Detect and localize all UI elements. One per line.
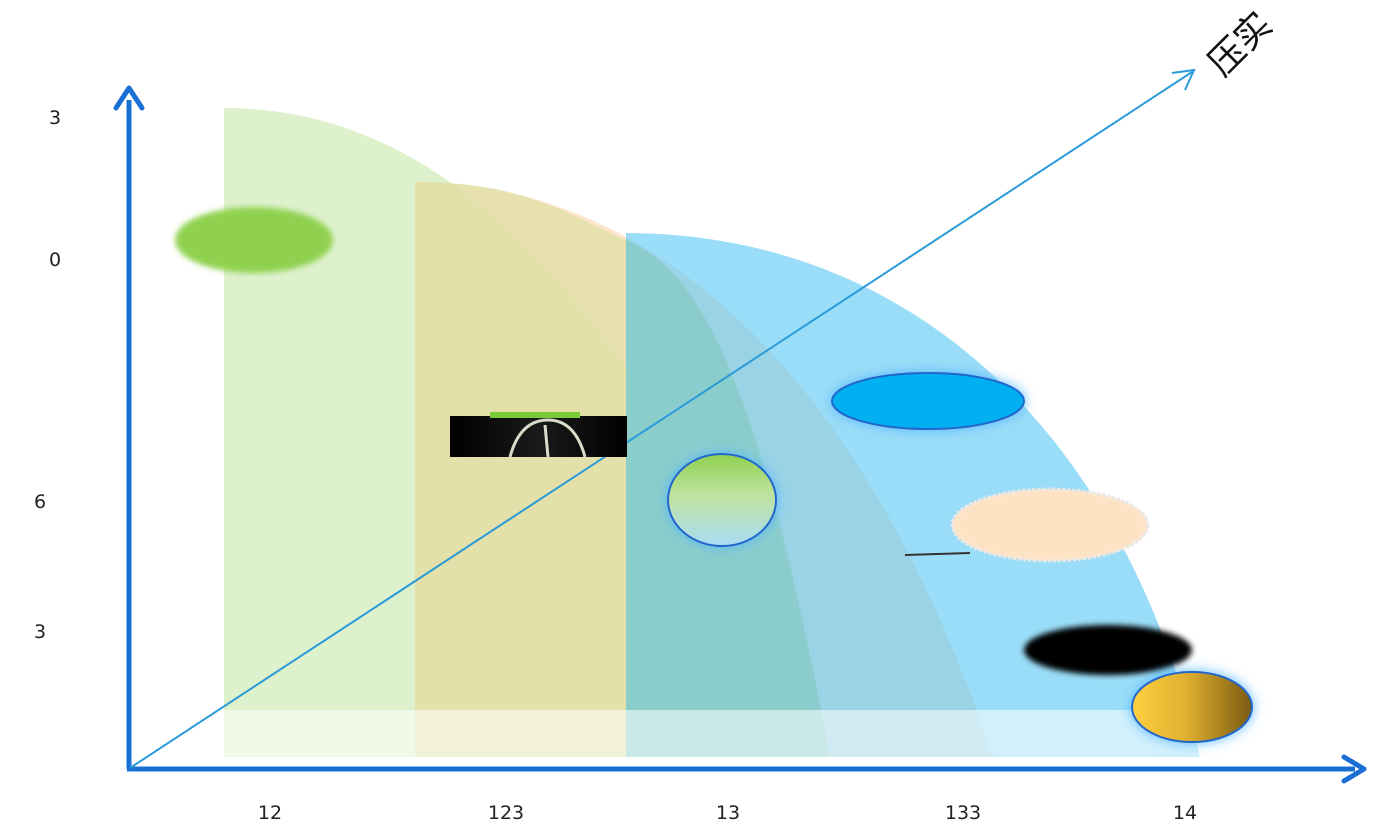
green-blue-circle bbox=[667, 453, 777, 547]
dark-bridge-image bbox=[450, 412, 627, 458]
y-axis-label: 3 bbox=[33, 621, 47, 643]
y-axis-label: 3 bbox=[48, 107, 62, 129]
x-axis-label: 13 bbox=[715, 802, 741, 824]
peach-ellipse bbox=[904, 487, 1150, 563]
green-ellipse bbox=[175, 207, 333, 273]
diagonal-arrow bbox=[129, 71, 1193, 769]
x-axis-label: 123 bbox=[487, 802, 525, 824]
y-axis-label: 0 bbox=[48, 249, 62, 271]
y-axis-arrowhead bbox=[113, 85, 145, 111]
x-axis-label: 12 bbox=[257, 802, 283, 824]
y-axis-label: 6 bbox=[33, 491, 47, 513]
blue-ellipse bbox=[831, 372, 1025, 430]
black-ellipse bbox=[1024, 625, 1192, 675]
diagonal-arrowhead bbox=[1171, 68, 1196, 91]
gold-ellipse bbox=[1131, 671, 1253, 743]
region-olive bbox=[415, 182, 626, 757]
x-axis-label: 14 bbox=[1172, 802, 1198, 824]
x-axis-arrowhead bbox=[1341, 754, 1367, 784]
x-axis-label: 133 bbox=[944, 802, 982, 824]
region-floor-strip bbox=[224, 710, 1200, 757]
